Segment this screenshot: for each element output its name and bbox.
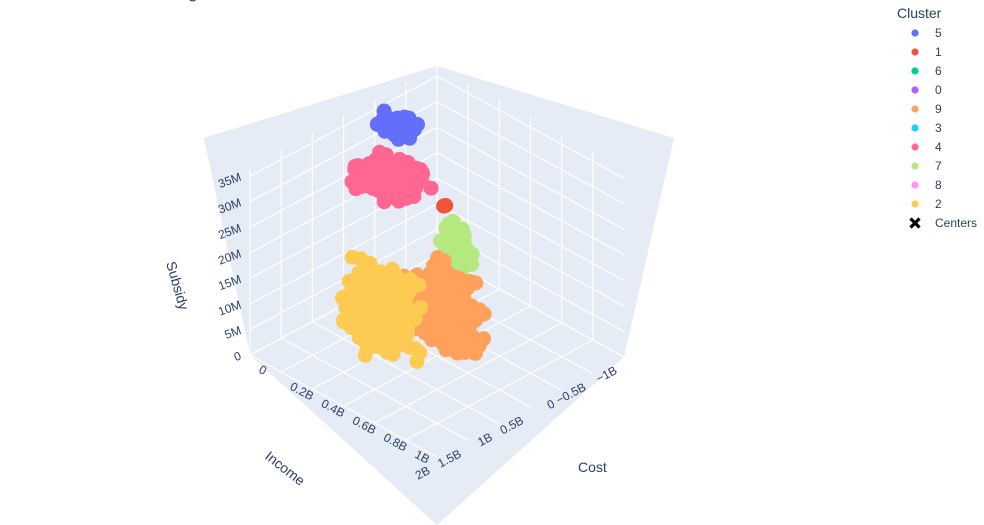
- legend-marker: [911, 105, 919, 113]
- data-point-cluster-9[interactable]: [468, 275, 484, 291]
- legend-item-9[interactable]: 9: [911, 102, 942, 116]
- z-tick-label: 5M: [223, 323, 243, 342]
- data-point-cluster-2[interactable]: [344, 249, 360, 265]
- z-tick-label: 0: [232, 349, 243, 365]
- legend[interactable]: Cluster 5 1 6 0 9 3 4 7 8 2 Centers: [897, 5, 977, 230]
- data-point-cluster-1[interactable]: [438, 198, 454, 213]
- legend-item-4[interactable]: 4: [911, 140, 942, 154]
- z-gridline: [436, 101, 625, 205]
- legend-label: 0: [935, 83, 942, 97]
- data-points[interactable]: [335, 103, 492, 370]
- z-gridline: [249, 75, 438, 177]
- legend-marker: [911, 67, 919, 75]
- data-point-cluster-2[interactable]: [352, 328, 368, 344]
- scene-3d[interactable]: [204, 66, 674, 525]
- data-point-cluster-7[interactable]: [444, 230, 460, 246]
- data-point-cluster-5[interactable]: [391, 131, 406, 147]
- data-point-cluster-9[interactable]: [456, 291, 472, 307]
- y-tick-label: 2B: [413, 463, 433, 482]
- data-point-cluster-5[interactable]: [402, 130, 418, 146]
- x-axis-title: Cost: [578, 459, 607, 475]
- data-point-cluster-4[interactable]: [406, 188, 422, 204]
- data-point-cluster-2[interactable]: [357, 347, 373, 363]
- chart-title: g: [188, 0, 197, 2]
- legend-label: 1: [935, 45, 942, 59]
- legend-label: 6: [935, 64, 942, 78]
- y-gridline: [249, 354, 438, 458]
- z-axis-title: Subsidy: [163, 259, 192, 311]
- y-tick-label: 1B: [475, 430, 495, 449]
- data-point-cluster-2[interactable]: [393, 279, 409, 295]
- data-point-cluster-9[interactable]: [461, 332, 476, 348]
- legend-label: 9: [935, 102, 942, 116]
- x-tick-label: 1B: [412, 447, 432, 466]
- data-point-cluster-9[interactable]: [433, 270, 448, 286]
- data-point-cluster-9[interactable]: [434, 326, 450, 342]
- data-point-cluster-2[interactable]: [407, 341, 423, 356]
- legend-item-0[interactable]: 0: [911, 83, 942, 97]
- legend-item-3[interactable]: 3: [911, 121, 942, 135]
- z-gridline: [436, 126, 625, 230]
- legend-label: 3: [935, 121, 942, 135]
- legend-item-8[interactable]: 8: [911, 178, 942, 192]
- z-gridline: [436, 152, 625, 256]
- y-gridline: [280, 337, 469, 441]
- legend-label: 4: [935, 140, 942, 154]
- data-point-cluster-9[interactable]: [457, 344, 473, 360]
- data-point-cluster-9[interactable]: [452, 306, 468, 322]
- legend-marker: [911, 162, 919, 170]
- legend-label: 2: [935, 197, 942, 211]
- data-point-cluster-4[interactable]: [423, 180, 439, 196]
- data-point-cluster-2[interactable]: [409, 354, 425, 369]
- z-gridline: [436, 75, 625, 179]
- data-point-cluster-4[interactable]: [348, 181, 364, 197]
- legend-item-1[interactable]: 1: [911, 45, 942, 59]
- legend-marker: [911, 29, 919, 37]
- legend-item-5[interactable]: 5: [911, 26, 942, 40]
- legend-label: 8: [935, 178, 942, 192]
- legend-label: 7: [935, 159, 942, 173]
- legend-marker: [911, 86, 919, 94]
- data-point-cluster-4[interactable]: [413, 162, 429, 178]
- legend-marker: [911, 48, 919, 56]
- legend-x-marker: [909, 217, 921, 229]
- legend-item-6[interactable]: 6: [911, 64, 942, 78]
- legend-marker: [911, 143, 919, 151]
- z-tick-label: 10M: [216, 298, 243, 319]
- data-point-cluster-4[interactable]: [391, 193, 407, 209]
- legend-item-7[interactable]: 7: [911, 159, 942, 173]
- data-point-cluster-2[interactable]: [400, 322, 415, 338]
- legend-item-2[interactable]: 2: [911, 197, 942, 211]
- y-axis-title: Income: [262, 448, 308, 489]
- data-point-cluster-2[interactable]: [385, 322, 401, 338]
- y-gridline: [312, 321, 500, 425]
- back-wall-right: [437, 66, 674, 357]
- legend-marker: [911, 200, 919, 208]
- data-point-cluster-2[interactable]: [380, 338, 396, 353]
- gridlines: [249, 66, 625, 458]
- data-point-cluster-2[interactable]: [372, 308, 388, 324]
- z-gridline: [436, 203, 625, 307]
- legend-marker: [911, 181, 919, 189]
- data-point-cluster-9[interactable]: [433, 315, 449, 331]
- legend-item-centers[interactable]: Centers: [909, 216, 978, 230]
- z-gridline: [249, 203, 438, 305]
- legend-label: Centers: [935, 216, 977, 230]
- legend-label: 5: [935, 26, 942, 40]
- legend-title: Cluster: [897, 5, 942, 21]
- z-gridline: [436, 177, 625, 281]
- data-point-cluster-2[interactable]: [363, 319, 378, 335]
- legend-marker: [911, 124, 919, 132]
- data-point-cluster-2[interactable]: [384, 293, 399, 309]
